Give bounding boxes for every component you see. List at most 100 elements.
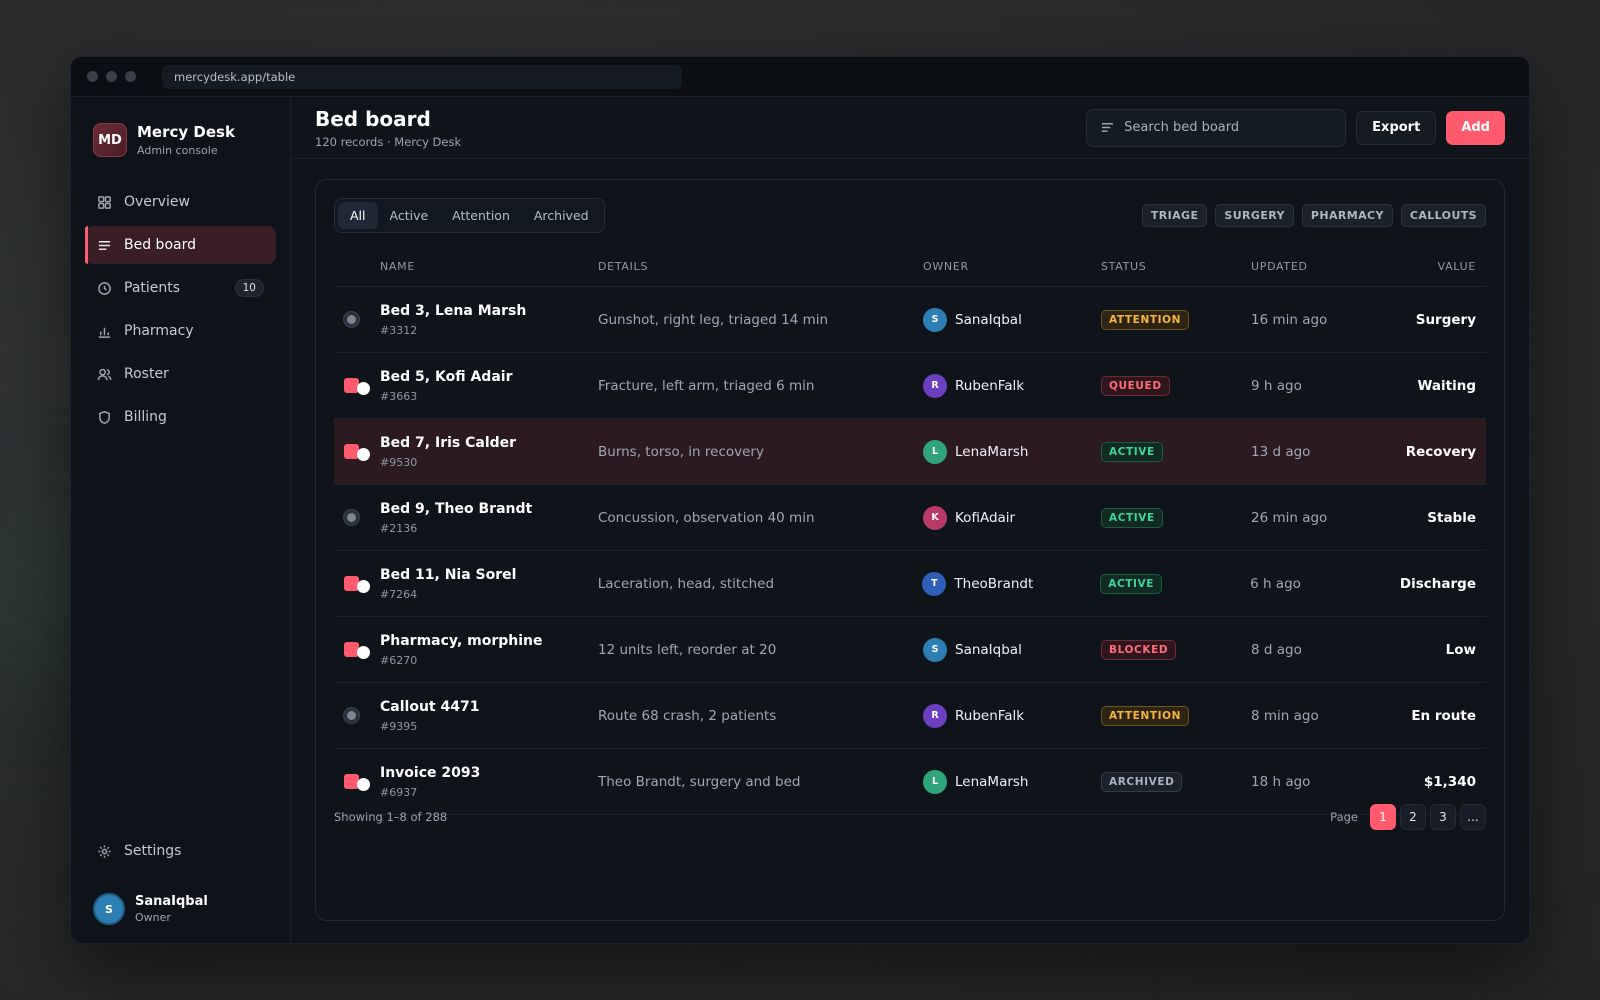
row-select-toggle[interactable] xyxy=(344,377,370,395)
row-select-toggle[interactable] xyxy=(344,773,370,791)
table-row[interactable]: Bed 3, Lena Marsh #3312 Gunshot, right l… xyxy=(334,287,1486,353)
tab-active[interactable]: Active xyxy=(389,208,429,223)
export-button[interactable]: Export xyxy=(1356,110,1437,145)
window-minimize-dot[interactable] xyxy=(106,71,117,82)
row-name[interactable]: Pharmacy, morphine xyxy=(380,632,543,649)
tab-archived[interactable]: Archived xyxy=(533,208,589,223)
row-updated: 6 h ago xyxy=(1250,575,1301,592)
row-value: Waiting xyxy=(1417,377,1476,394)
shield-icon xyxy=(99,410,110,424)
status-filter-tabs: All Active Attention Archived xyxy=(334,198,605,233)
row-select-radio[interactable] xyxy=(344,510,359,525)
sidebar-item-patients[interactable]: Patients 10 xyxy=(85,269,276,307)
row-select-toggle[interactable] xyxy=(344,575,370,593)
row-updated: 9 h ago xyxy=(1251,377,1302,394)
column-header-value[interactable]: VALUE xyxy=(1437,260,1476,273)
row-updated: 18 h ago xyxy=(1251,773,1311,790)
app-window: mercydesk.app/table MD Mercy Desk Admin … xyxy=(70,56,1530,944)
sidebar-item-roster[interactable]: Roster xyxy=(85,355,276,393)
table-row[interactable]: Bed 9, Theo Brandt #2136 Concussion, obs… xyxy=(334,485,1486,551)
status-badge: ACTIVE xyxy=(1101,507,1163,528)
column-header-name[interactable]: NAME xyxy=(380,260,415,273)
row-id: #3663 xyxy=(380,389,418,403)
sidebar-item-label: Bed board xyxy=(124,237,196,253)
tag-surgery[interactable]: SURGERY xyxy=(1215,204,1294,227)
pagination: Page 1 2 3 ... xyxy=(1330,804,1486,830)
table-row[interactable]: Bed 7, Iris Calder #9530 Burns, torso, i… xyxy=(334,419,1486,485)
sidebar: MD Mercy Desk Admin console Overview Bed… xyxy=(71,97,291,943)
row-name[interactable]: Bed 3, Lena Marsh xyxy=(380,302,527,319)
row-id: #9530 xyxy=(380,455,418,469)
row-select-toggle[interactable] xyxy=(344,641,370,659)
status-badge: QUEUED xyxy=(1101,375,1170,396)
sidebar-item-label: Billing xyxy=(124,409,167,425)
filter-lines-icon xyxy=(1102,123,1114,132)
gear-icon xyxy=(98,844,111,858)
row-name[interactable]: Bed 11, Nia Sorel xyxy=(379,566,517,583)
table-row[interactable]: Bed 5, Kofi Adair #3663 Fracture, left a… xyxy=(334,353,1486,419)
window-close-dot[interactable] xyxy=(87,71,98,82)
row-name[interactable]: Invoice 2093 xyxy=(380,764,481,781)
row-details: Fracture, left arm, triaged 6 min xyxy=(598,377,815,394)
page-label: Page xyxy=(1330,810,1358,824)
brand-logo: MD xyxy=(93,123,127,157)
main-content: Bed board 120 records · Mercy Desk Expor… xyxy=(291,97,1529,943)
search-input[interactable] xyxy=(1124,120,1325,135)
row-name[interactable]: Bed 7, Iris Calder xyxy=(380,434,517,451)
row-value: Surgery xyxy=(1415,311,1476,328)
row-value: Discharge xyxy=(1399,575,1476,592)
sidebar-item-label: Overview xyxy=(124,194,190,210)
owner-name: KofiAdair xyxy=(955,509,1016,526)
page-button-2[interactable]: 2 xyxy=(1400,804,1426,830)
table-row[interactable]: Invoice 2093 #6937 Theo Brandt, surgery … xyxy=(334,749,1486,815)
row-updated: 26 min ago xyxy=(1251,509,1328,526)
tag-callouts[interactable]: CALLOUTS xyxy=(1400,204,1486,227)
status-badge: ARCHIVED xyxy=(1101,771,1183,792)
page-button-1[interactable]: 1 xyxy=(1370,804,1396,830)
row-id: #2136 xyxy=(380,521,418,535)
owner-avatar: R xyxy=(923,703,947,728)
sidebar-item-overview[interactable]: Overview xyxy=(85,183,276,221)
row-details: 12 units left, reorder at 20 xyxy=(598,641,777,658)
current-user[interactable]: S SanaIqbal Owner xyxy=(71,875,290,925)
row-name[interactable]: Callout 4471 xyxy=(380,698,480,715)
url-bar[interactable]: mercydesk.app/table xyxy=(162,64,682,89)
row-select-radio[interactable] xyxy=(344,312,359,327)
patients-count-badge: 10 xyxy=(234,279,264,297)
user-name: SanaIqbal xyxy=(135,894,208,909)
row-details: Concussion, observation 40 min xyxy=(598,509,815,526)
grid-icon xyxy=(98,195,111,209)
sidebar-item-bed-board[interactable]: Bed board xyxy=(85,226,276,264)
table-row[interactable]: Callout 4471 #9395 Route 68 crash, 2 pat… xyxy=(334,683,1486,749)
row-details: Laceration, head, stitched xyxy=(597,575,775,592)
sidebar-item-pharmacy[interactable]: Pharmacy xyxy=(85,312,276,350)
table-row[interactable]: Bed 11, Nia Sorel #7264 Laceration, head… xyxy=(334,551,1486,617)
sidebar-item-label: Roster xyxy=(124,366,169,382)
tag-pharmacy[interactable]: PHARMACY xyxy=(1301,204,1393,227)
row-select-radio[interactable] xyxy=(344,708,359,723)
page-button-3[interactable]: 3 xyxy=(1430,804,1456,830)
row-select-toggle[interactable] xyxy=(344,443,370,461)
search-box[interactable] xyxy=(1086,108,1347,147)
page-button-more[interactable]: ... xyxy=(1460,804,1486,830)
column-header-details[interactable]: DETAILS xyxy=(598,260,649,273)
tab-all[interactable]: All xyxy=(338,202,378,229)
page-title: Bed board xyxy=(315,106,431,131)
row-name[interactable]: Bed 9, Theo Brandt xyxy=(380,500,533,517)
tag-triage[interactable]: TRIAGE xyxy=(1141,204,1208,227)
sidebar-item-label: Pharmacy xyxy=(124,323,194,339)
column-header-updated[interactable]: UPDATED xyxy=(1251,260,1308,273)
add-button[interactable]: Add xyxy=(1446,110,1505,145)
sidebar-item-billing[interactable]: Billing xyxy=(85,398,276,436)
owner-avatar: S xyxy=(923,307,947,332)
window-maximize-dot[interactable] xyxy=(125,71,136,82)
tab-attention[interactable]: Attention xyxy=(452,208,510,223)
sidebar-item-settings[interactable]: Settings xyxy=(85,832,276,870)
column-header-owner[interactable]: OWNER xyxy=(923,260,969,273)
column-header-status[interactable]: STATUS xyxy=(1101,260,1147,273)
owner-avatar: T xyxy=(922,571,947,596)
row-value: Low xyxy=(1445,641,1476,658)
sidebar-item-label: Settings xyxy=(124,843,182,859)
table-row[interactable]: Pharmacy, morphine #6270 12 units left, … xyxy=(334,617,1486,683)
row-name[interactable]: Bed 5, Kofi Adair xyxy=(380,368,513,385)
